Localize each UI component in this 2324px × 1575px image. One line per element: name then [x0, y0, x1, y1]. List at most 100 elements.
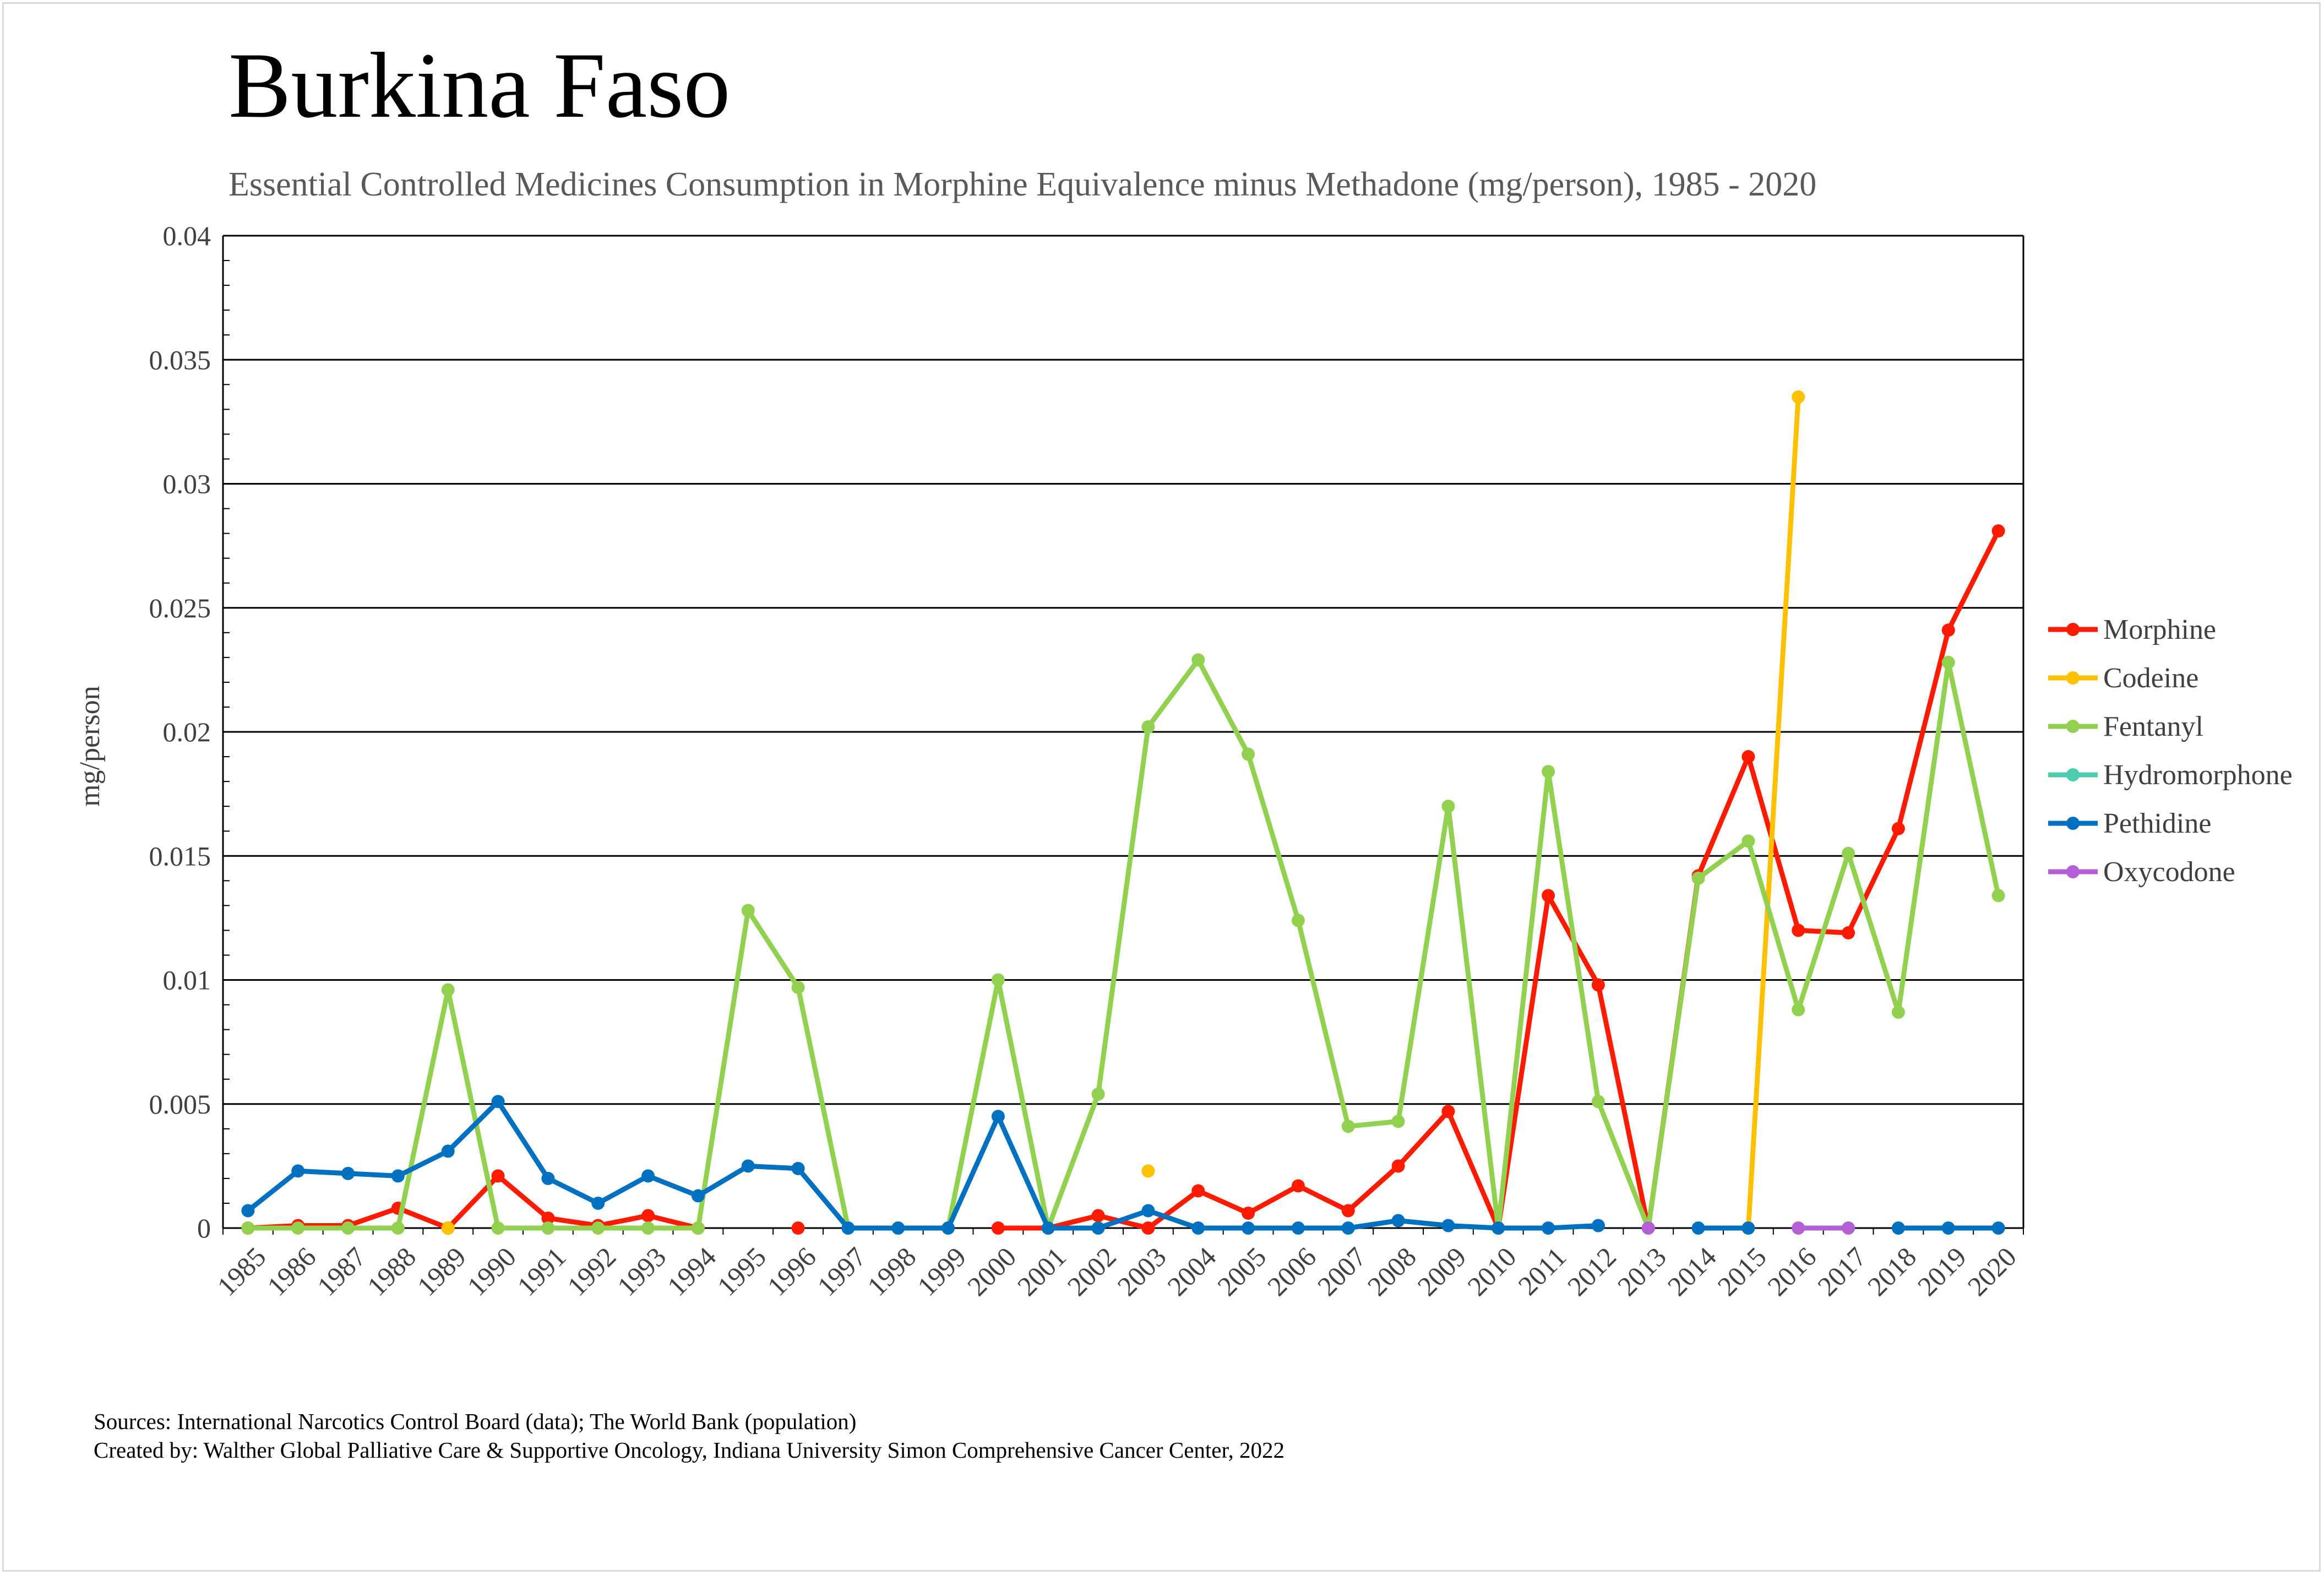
- data-point: [1091, 1209, 1105, 1223]
- data-point: [1542, 1221, 1555, 1235]
- legend-label: Pethidine: [2103, 808, 2211, 839]
- y-tick-label: 0.02: [163, 716, 211, 747]
- data-point: [1242, 1221, 1255, 1235]
- data-point: [991, 973, 1005, 987]
- x-tick-label: 2008: [1362, 1241, 1422, 1302]
- data-point: [1792, 924, 1805, 937]
- data-point: [1641, 1221, 1655, 1235]
- series-morphine: [241, 524, 2005, 1235]
- x-tick-label: 1993: [611, 1241, 672, 1302]
- y-tick-label: 0.03: [163, 469, 211, 499]
- data-point: [1891, 1221, 1905, 1235]
- data-point: [1391, 1159, 1405, 1173]
- data-point: [891, 1221, 905, 1235]
- data-point: [1291, 1179, 1305, 1193]
- data-point: [791, 1221, 805, 1235]
- x-tick-label: 2004: [1161, 1241, 1222, 1302]
- x-tick-label: 1992: [561, 1241, 622, 1302]
- x-tick-label: 1985: [211, 1241, 271, 1302]
- data-point: [441, 1144, 455, 1158]
- x-tick-label: 1988: [361, 1241, 422, 1302]
- y-tick-label: 0.04: [163, 220, 211, 251]
- legend-label: Hydromorphone: [2103, 759, 2293, 791]
- data-point: [1141, 1164, 1155, 1178]
- data-point: [491, 1221, 505, 1235]
- data-point: [1941, 655, 1955, 669]
- x-tick-label: 2009: [1411, 1241, 1472, 1302]
- data-point: [841, 1221, 855, 1235]
- legend-swatch-marker: [2066, 817, 2080, 830]
- sources-line: Sources: International Narcotics Control…: [94, 1409, 857, 1434]
- legend-swatch-marker: [2066, 865, 2080, 878]
- data-point: [541, 1171, 555, 1185]
- x-tick-label: 1987: [311, 1241, 372, 1302]
- data-point: [1792, 1003, 1805, 1017]
- x-tick-label: 2018: [1862, 1241, 1922, 1302]
- data-point: [1191, 653, 1205, 667]
- data-point: [1341, 1204, 1355, 1218]
- axes: 0 0.005 0.01 0.015 0.02 0.025 0.03 0.035 0.04 198…: [149, 220, 2024, 1302]
- legend-item: Hydromorphone: [2048, 759, 2293, 791]
- data-point: [1441, 1105, 1455, 1118]
- series-lines: [241, 390, 2005, 1235]
- chart-subtitle: Essential Controlled Medicines Consumpti…: [228, 166, 1817, 203]
- legend: Morphine Codeine Fentanyl Hydromorphone Peth…: [2048, 614, 2293, 888]
- data-point: [1191, 1184, 1205, 1198]
- x-tick-label: 2000: [961, 1241, 1022, 1302]
- data-point: [491, 1095, 505, 1109]
- x-tick-label: 2010: [1461, 1241, 1522, 1302]
- data-point: [1741, 834, 1755, 848]
- chart-title: Burkina Faso: [228, 34, 731, 137]
- legend-label: Codeine: [2103, 662, 2198, 694]
- y-tick-label: 0.015: [149, 840, 211, 871]
- data-point: [1691, 1221, 1705, 1235]
- y-tick-label: 0.01: [163, 965, 211, 996]
- series-oxycodone: [1641, 1221, 1855, 1235]
- data-point: [641, 1209, 655, 1223]
- x-tick-label: 1989: [411, 1241, 472, 1302]
- x-tick-label: 2014: [1662, 1241, 1722, 1302]
- y-tick-label: 0.005: [149, 1089, 211, 1120]
- data-point: [391, 1169, 405, 1183]
- data-point: [941, 1221, 955, 1235]
- x-tick-label: 2011: [1512, 1241, 1572, 1301]
- x-tick-label: 1990: [461, 1241, 522, 1302]
- data-point: [1441, 1219, 1455, 1232]
- data-point: [1191, 1221, 1205, 1235]
- sources-note: Sources: International Narcotics Control…: [94, 1407, 1285, 1464]
- data-point: [641, 1169, 655, 1183]
- legend-item: Codeine: [2048, 662, 2198, 694]
- data-point: [1391, 1115, 1405, 1128]
- y-tick-label: 0.035: [149, 344, 211, 375]
- data-point: [1792, 1221, 1805, 1235]
- data-point: [741, 1159, 755, 1173]
- x-tick-label: 2020: [1962, 1241, 2022, 1302]
- data-point: [1991, 524, 2005, 538]
- data-point: [1041, 1221, 1055, 1235]
- legend-label: Morphine: [2103, 614, 2216, 645]
- series-line: [995, 528, 2001, 1231]
- x-tick-label: 2016: [1761, 1241, 1822, 1302]
- x-tick-label: 1998: [861, 1241, 922, 1302]
- legend-item: Pethidine: [2048, 808, 2211, 839]
- legend-swatch-marker: [2066, 768, 2080, 781]
- data-point: [1391, 1214, 1405, 1228]
- data-point: [1291, 1221, 1305, 1235]
- data-point: [441, 1221, 455, 1235]
- y-tick-label: 0.025: [149, 593, 211, 623]
- x-tick-label: 2006: [1261, 1241, 1322, 1302]
- legend-swatch-marker: [2066, 623, 2080, 636]
- series-line: [1745, 394, 1801, 1231]
- x-tick-label: 1995: [711, 1241, 772, 1302]
- data-point: [291, 1164, 305, 1178]
- data-point: [991, 1110, 1005, 1123]
- x-tick-label: 2003: [1111, 1241, 1172, 1302]
- data-point: [1542, 765, 1555, 779]
- data-point: [1242, 747, 1255, 761]
- data-point: [691, 1189, 705, 1203]
- x-tick-label: 2002: [1062, 1241, 1122, 1302]
- data-point: [1141, 1221, 1155, 1235]
- legend-item: Fentanyl: [2048, 711, 2203, 742]
